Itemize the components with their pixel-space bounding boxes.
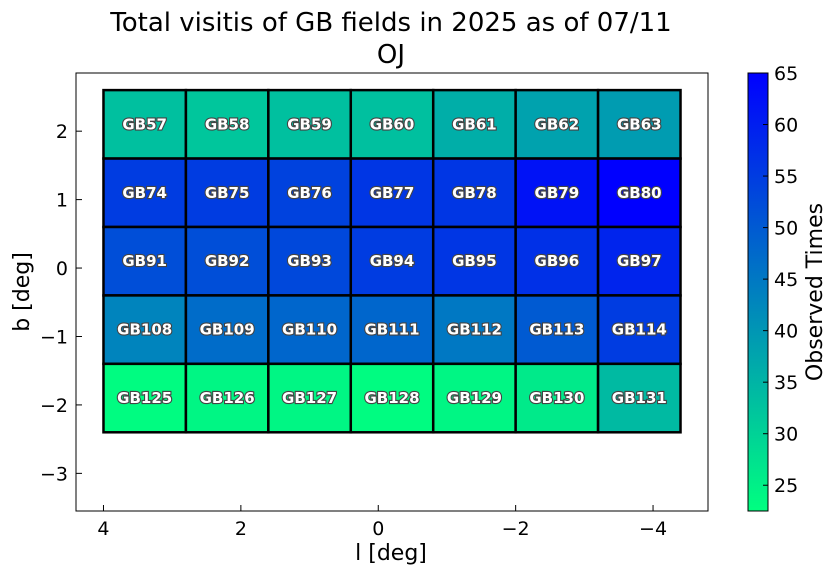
heatmap-cell xyxy=(184,157,270,229)
cell-label: GB91 xyxy=(122,252,167,270)
heatmap-cell xyxy=(514,225,600,297)
cell-label: GB94 xyxy=(370,252,415,270)
cell-label: GB93 xyxy=(287,252,332,270)
cell-label: GB112 xyxy=(447,321,502,339)
cell-label: GB62 xyxy=(535,115,580,133)
heatmap-cell xyxy=(514,362,600,434)
cell-label: GB58 xyxy=(205,115,250,133)
x-axis-label: l [deg] xyxy=(355,541,427,566)
x-tick-label: −4 xyxy=(639,518,667,540)
cell-label: GB78 xyxy=(452,184,497,202)
y-axis: 2 1 0 −1 −2 −3 xyxy=(40,121,82,485)
cell-label: GB108 xyxy=(117,321,172,339)
colorbar-ticks: 25 30 35 40 45 50 55 60 65 xyxy=(763,63,798,497)
cell-label: GB74 xyxy=(122,184,167,202)
colorbar-tick-label: 55 xyxy=(774,166,798,188)
colorbar-tick-label: 30 xyxy=(774,424,798,446)
cell-label: GB95 xyxy=(452,252,497,270)
cell-label: GB63 xyxy=(617,115,662,133)
y-tick-label: 2 xyxy=(56,121,68,143)
cell-label: GB77 xyxy=(370,184,415,202)
colorbar-tick-label: 50 xyxy=(774,218,798,240)
cell-label: GB57 xyxy=(122,115,167,133)
x-tick-label: 0 xyxy=(372,518,384,540)
y-tick-label: −2 xyxy=(40,395,68,417)
heatmap-cell xyxy=(349,225,435,297)
heatmap-cell xyxy=(596,362,682,434)
heatmap-cell xyxy=(431,362,517,434)
cell-label: GB130 xyxy=(529,389,584,407)
cell-label: GB61 xyxy=(452,115,497,133)
cell-label: GB128 xyxy=(364,389,419,407)
y-tick-label: −1 xyxy=(40,326,68,348)
cell-label: GB92 xyxy=(205,252,250,270)
heatmap-cell xyxy=(184,225,270,297)
cell-label: GB79 xyxy=(535,184,580,202)
cell-label: GB110 xyxy=(282,321,337,339)
x-axis: 4 2 0 −2 −4 xyxy=(97,505,667,540)
cell-label: GB76 xyxy=(287,184,332,202)
colorbar-label: Observed Times xyxy=(803,203,828,381)
plot-area: GB57 GB58 GB59 GB60 GB61 GB62 GB63 GB74 GB75 GB76… xyxy=(75,72,709,512)
cell-label: GB113 xyxy=(529,321,584,339)
cell-label: GB131 xyxy=(612,389,667,407)
cell-label: GB127 xyxy=(282,389,337,407)
heatmap-cell xyxy=(596,294,682,366)
cell-label: GB60 xyxy=(370,115,415,133)
y-tick-label: 0 xyxy=(56,258,68,280)
colorbar-tick-label: 35 xyxy=(774,372,798,394)
cell-label: GB126 xyxy=(200,389,255,407)
x-tick-label: 2 xyxy=(235,518,247,540)
colorbar-tick-label: 40 xyxy=(774,321,798,343)
cell-label: GB129 xyxy=(447,389,502,407)
heatmap-cell xyxy=(184,362,270,434)
chart-subtitle: OJ xyxy=(377,40,405,70)
colorbar-tick-label: 60 xyxy=(774,115,798,137)
heatmap-cell xyxy=(596,225,682,297)
heatmap-cells xyxy=(102,88,682,434)
colorbar-gradient xyxy=(747,72,769,512)
colorbar-tick-label: 25 xyxy=(774,475,798,497)
cell-label: GB80 xyxy=(617,184,662,202)
heatmap-cell xyxy=(349,157,435,229)
heatmap-cell xyxy=(102,294,188,366)
colorbar: 25 30 35 40 45 50 55 60 65 Observed Times xyxy=(747,63,828,512)
cell-label: GB114 xyxy=(612,321,667,339)
heatmap-cell xyxy=(431,88,517,160)
heatmap-cell xyxy=(514,157,600,229)
colorbar-tick-label: 65 xyxy=(774,63,798,85)
y-axis-label: b [deg] xyxy=(10,252,35,332)
cell-label: GB111 xyxy=(364,321,419,339)
cell-label: GB75 xyxy=(205,184,250,202)
x-tick-label: −2 xyxy=(502,518,530,540)
heatmap-cell xyxy=(431,294,517,366)
heatmap-cell xyxy=(102,225,188,297)
cell-label: GB59 xyxy=(287,115,332,133)
y-tick-label: −3 xyxy=(40,463,68,485)
cell-label: GB125 xyxy=(117,389,172,407)
cell-label: GB109 xyxy=(200,321,255,339)
cell-label: GB97 xyxy=(617,252,662,270)
colorbar-tick-label: 45 xyxy=(774,269,798,291)
heatmap-cell xyxy=(431,225,517,297)
y-tick-label: 1 xyxy=(56,190,68,212)
x-tick-label: 4 xyxy=(97,518,109,540)
cell-label: GB96 xyxy=(535,252,580,270)
heatmap-cell-labels: GB57 GB58 GB59 GB60 GB61 GB62 GB63 GB74 GB75 GB76… xyxy=(116,114,668,408)
heatmap-cell xyxy=(596,88,682,160)
chart-title: Total visitis of GB fields in 2025 as of… xyxy=(109,8,671,38)
